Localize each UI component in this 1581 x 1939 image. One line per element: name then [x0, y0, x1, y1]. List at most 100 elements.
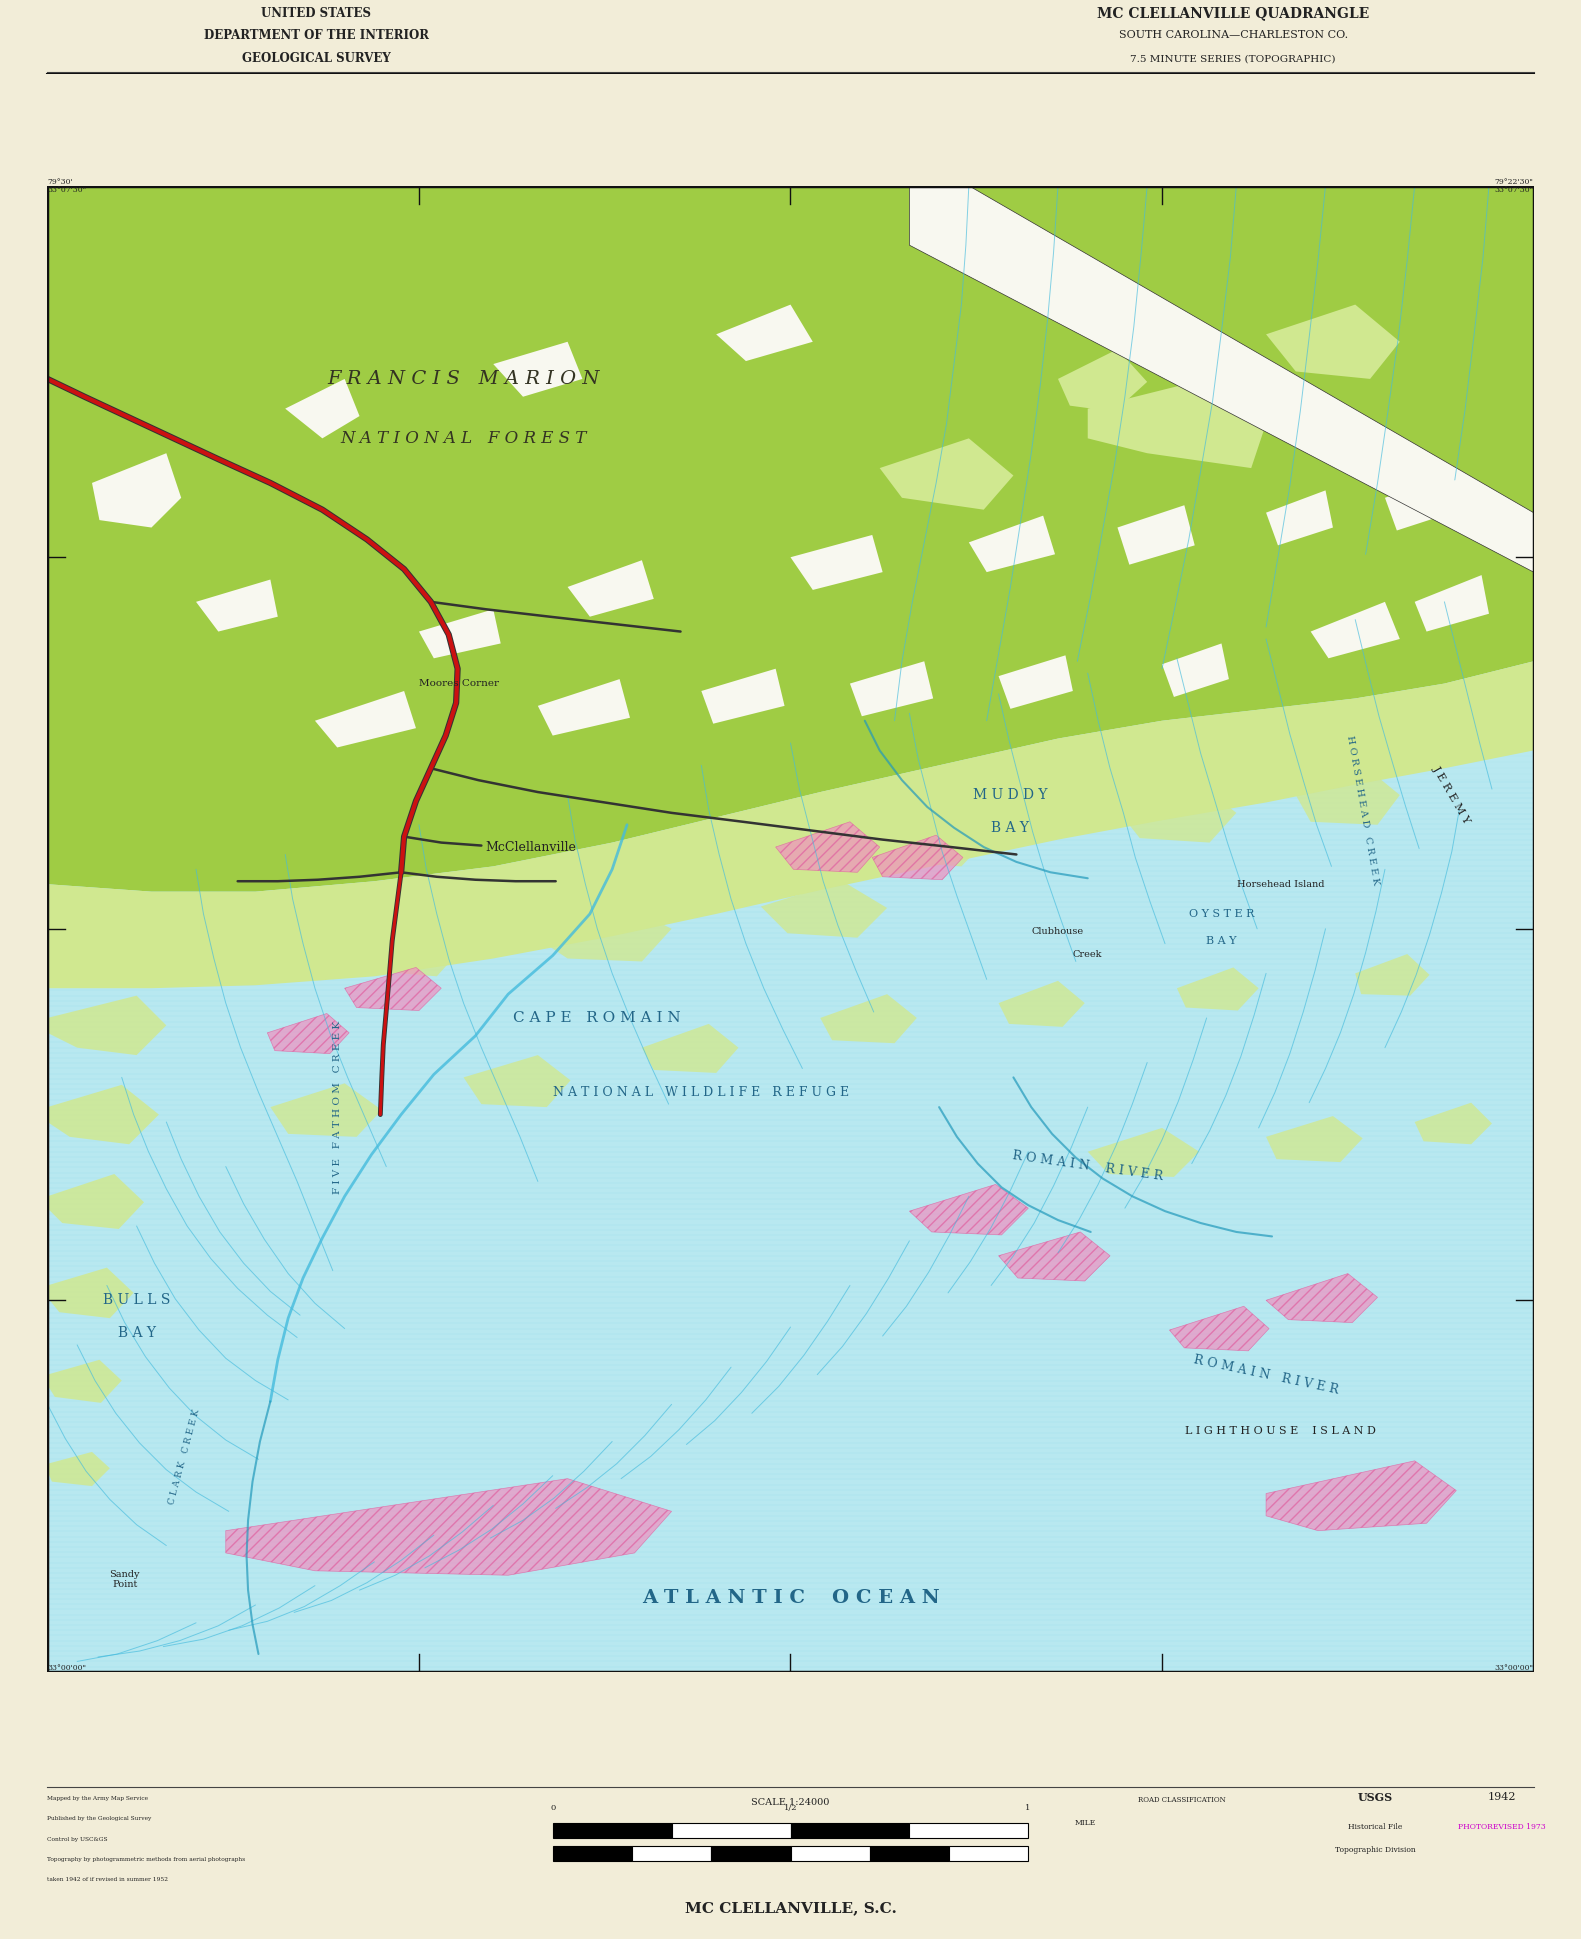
Polygon shape: [270, 1084, 383, 1136]
Bar: [553, 1823, 672, 1838]
Polygon shape: [790, 535, 882, 589]
Text: Published by the Geological Survey: Published by the Geological Survey: [47, 1817, 152, 1821]
Text: B A Y: B A Y: [1206, 937, 1236, 946]
Polygon shape: [969, 516, 1055, 572]
Polygon shape: [345, 919, 463, 977]
Bar: [790, 1846, 870, 1861]
Text: USGS: USGS: [1358, 1792, 1393, 1803]
Polygon shape: [776, 822, 879, 873]
Polygon shape: [47, 1173, 144, 1229]
Polygon shape: [226, 1479, 672, 1574]
Polygon shape: [1311, 601, 1399, 659]
Text: Moores Corner: Moores Corner: [419, 679, 500, 688]
Bar: [711, 1846, 790, 1861]
Polygon shape: [1296, 768, 1399, 824]
Polygon shape: [702, 669, 784, 723]
Polygon shape: [47, 661, 1534, 1047]
Bar: [553, 1846, 632, 1861]
Text: McClellanville: McClellanville: [485, 840, 577, 853]
Text: Topographic Division: Topographic Division: [1334, 1846, 1417, 1854]
Polygon shape: [1266, 304, 1399, 378]
Text: Topography by photogrammetric methods from aerial photographs: Topography by photogrammetric methods fr…: [47, 1858, 245, 1861]
Text: C A P E   R O M A I N: C A P E R O M A I N: [514, 1010, 681, 1026]
Polygon shape: [196, 580, 278, 632]
Text: J E R E M Y: J E R E M Y: [1431, 764, 1472, 826]
Text: B A Y: B A Y: [991, 820, 1029, 834]
Polygon shape: [1058, 349, 1148, 411]
Polygon shape: [285, 378, 359, 438]
Polygon shape: [716, 304, 813, 361]
Polygon shape: [493, 341, 582, 397]
Polygon shape: [1385, 475, 1451, 531]
Polygon shape: [1162, 644, 1228, 696]
Text: SCALE 1:24000: SCALE 1:24000: [751, 1797, 830, 1807]
Polygon shape: [879, 438, 1013, 510]
Polygon shape: [1415, 576, 1489, 632]
Text: UNITED STATES: UNITED STATES: [261, 6, 372, 19]
Text: 1942: 1942: [1488, 1792, 1516, 1801]
Polygon shape: [909, 1185, 1028, 1235]
Polygon shape: [47, 1084, 158, 1144]
Polygon shape: [1088, 1128, 1198, 1177]
Text: Mapped by the Army Map Service: Mapped by the Army Map Service: [47, 1796, 149, 1801]
Polygon shape: [1118, 506, 1195, 564]
Polygon shape: [821, 995, 917, 1043]
Polygon shape: [1176, 968, 1258, 1010]
Bar: [949, 1846, 1028, 1861]
Polygon shape: [47, 1359, 122, 1402]
Polygon shape: [92, 454, 182, 527]
Text: DEPARTMENT OF THE INTERIOR: DEPARTMENT OF THE INTERIOR: [204, 29, 428, 43]
Text: R O M A I N    R I V E R: R O M A I N R I V E R: [1012, 1150, 1164, 1183]
Text: B A Y: B A Y: [117, 1326, 155, 1340]
Polygon shape: [999, 1231, 1110, 1282]
Text: 33°07'30": 33°07'30": [1494, 186, 1534, 194]
Text: B U L L S: B U L L S: [103, 1293, 171, 1307]
Text: F R A N C I S   M A R I O N: F R A N C I S M A R I O N: [327, 370, 599, 388]
Text: 1: 1: [1024, 1803, 1031, 1811]
Bar: [672, 1823, 790, 1838]
Text: A T L A N T I C    O C E A N: A T L A N T I C O C E A N: [642, 1588, 939, 1607]
Polygon shape: [315, 690, 416, 747]
Polygon shape: [419, 609, 501, 659]
Text: H O R S E H E A D   C R E E K: H O R S E H E A D C R E E K: [1345, 735, 1380, 886]
Text: 1/2: 1/2: [784, 1803, 797, 1811]
Text: ROAD CLASSIFICATION: ROAD CLASSIFICATION: [1138, 1796, 1227, 1805]
Polygon shape: [47, 1268, 134, 1319]
Text: PHOTOREVISED 1973: PHOTOREVISED 1973: [1458, 1823, 1546, 1830]
Polygon shape: [642, 1024, 738, 1072]
Text: GEOLOGICAL SURVEY: GEOLOGICAL SURVEY: [242, 52, 391, 66]
Text: 79°30': 79°30': [47, 178, 73, 186]
Bar: [632, 1846, 711, 1861]
Polygon shape: [463, 1055, 571, 1107]
Polygon shape: [1170, 1307, 1270, 1351]
Polygon shape: [999, 981, 1085, 1028]
Text: MC CLELLANVILLE QUADRANGLE: MC CLELLANVILLE QUADRANGLE: [1097, 6, 1369, 19]
Polygon shape: [999, 655, 1073, 710]
Polygon shape: [47, 995, 166, 1055]
Polygon shape: [47, 1452, 109, 1485]
Text: R O M A I N   R I V E R: R O M A I N R I V E R: [1192, 1353, 1339, 1396]
Polygon shape: [345, 968, 441, 1010]
Text: 33°00'00": 33°00'00": [47, 1664, 87, 1671]
Polygon shape: [879, 812, 987, 867]
Text: O Y S T E R: O Y S T E R: [1189, 909, 1254, 919]
Bar: [790, 1823, 909, 1838]
Polygon shape: [1266, 1460, 1456, 1530]
Polygon shape: [1088, 378, 1266, 467]
Text: Historical File: Historical File: [1349, 1823, 1402, 1830]
Text: 79°22'30": 79°22'30": [1494, 178, 1534, 186]
Text: MILE: MILE: [1075, 1819, 1096, 1827]
Text: 33°00'00": 33°00'00": [1494, 1664, 1534, 1671]
Polygon shape: [1266, 491, 1333, 545]
Text: 7.5 MINUTE SERIES (TOPOGRAPHIC): 7.5 MINUTE SERIES (TOPOGRAPHIC): [1130, 54, 1336, 64]
Bar: [870, 1846, 949, 1861]
Polygon shape: [1415, 1103, 1492, 1144]
Text: Horsehead Island: Horsehead Island: [1238, 880, 1325, 888]
Polygon shape: [1266, 1117, 1363, 1161]
Polygon shape: [47, 186, 1534, 892]
Text: N A T I O N A L   F O R E S T: N A T I O N A L F O R E S T: [340, 430, 587, 446]
Text: Creek: Creek: [1073, 950, 1102, 958]
Text: Sandy
Point: Sandy Point: [109, 1571, 141, 1590]
Text: N A T I O N A L   W I L D L I F E   R E F U G E: N A T I O N A L W I L D L I F E R E F U …: [553, 1086, 849, 1099]
Polygon shape: [1118, 783, 1236, 843]
